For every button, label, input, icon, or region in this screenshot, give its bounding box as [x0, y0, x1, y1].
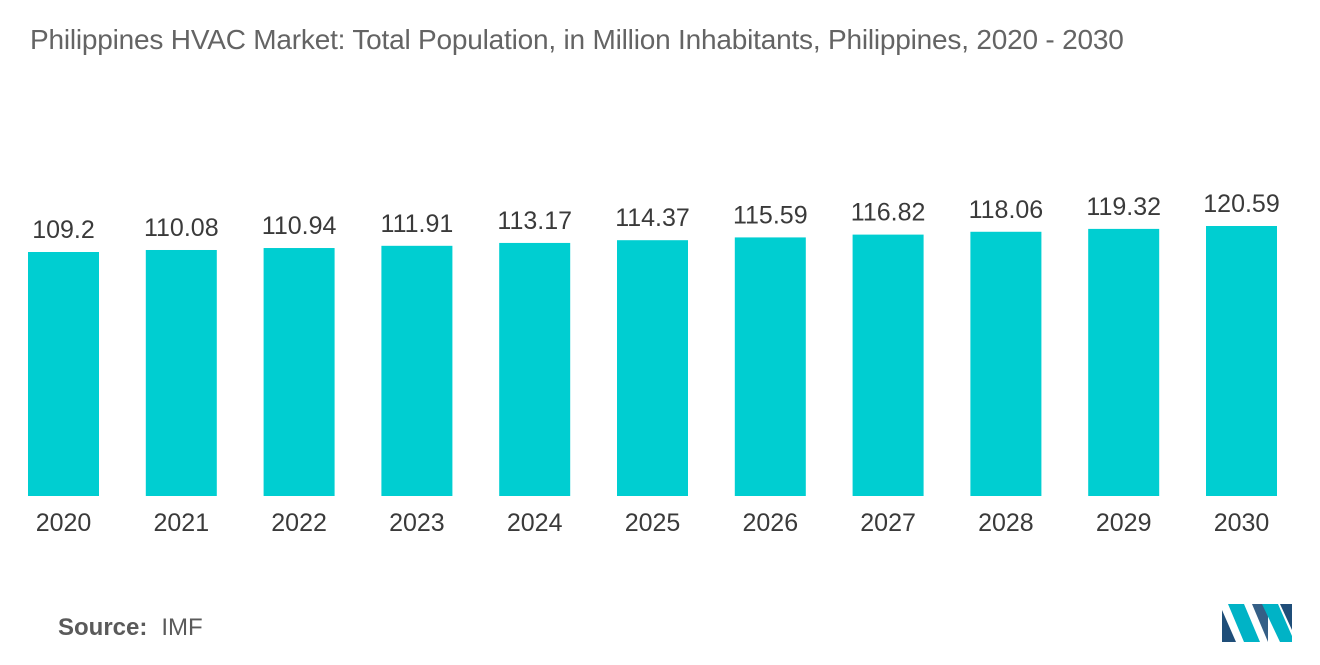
value-label-2025: 114.37 [615, 204, 690, 232]
x-tick-2026: 2026 [742, 509, 798, 537]
bar-2022 [263, 248, 335, 496]
x-tick-2028: 2028 [978, 509, 1034, 537]
x-tick-2027: 2027 [860, 509, 916, 537]
source-value: IMF [161, 614, 203, 641]
bar-2023 [381, 245, 453, 496]
value-label-2021: 110.08 [144, 214, 219, 242]
value-label-2026: 115.59 [733, 201, 808, 229]
value-label-2030: 120.59 [1203, 190, 1279, 218]
bar-2030 [1206, 226, 1277, 496]
bar-2020 [28, 252, 99, 496]
x-tick-2023: 2023 [389, 509, 445, 537]
bar-chart: 109.2 110.08 110.94 111.91 113.17 114.37 115.5… [28, 190, 1280, 537]
x-tick-2025: 2025 [625, 509, 681, 537]
bar-2029 [1088, 228, 1160, 496]
chart-title: Philippines HVAC Market: Total Populatio… [30, 24, 1124, 55]
bar-2021 [145, 249, 217, 496]
x-tick-2030: 2030 [1214, 509, 1270, 537]
value-label-2024: 113.17 [497, 207, 572, 235]
value-label-2028: 118.06 [969, 196, 1044, 224]
value-label-2020: 109.2 [32, 216, 95, 244]
x-tick-2020: 2020 [36, 509, 92, 537]
bar-2024 [499, 242, 571, 496]
source-label: Source: [58, 614, 148, 641]
x-tick-2022: 2022 [271, 509, 327, 537]
bar-2027 [852, 234, 924, 497]
x-tick-2024: 2024 [507, 509, 563, 537]
bar-2025 [617, 240, 688, 496]
x-tick-2021: 2021 [153, 509, 209, 537]
value-labels-group: 109.2 110.08 110.94 111.91 113.17 114.37 115.5… [32, 190, 1280, 244]
value-label-2029: 119.32 [1086, 193, 1161, 221]
bar-2028 [970, 231, 1042, 496]
x-axis-tick-labels: 2020 2021 2022 2023 2024 2025 2026 2027 2028 2029… [36, 509, 1270, 537]
bars-group [28, 226, 1277, 497]
value-label-2022: 110.94 [262, 212, 337, 240]
value-label-2027: 116.82 [851, 199, 926, 227]
bar-2026 [734, 237, 806, 496]
value-label-2023: 111.91 [381, 210, 454, 238]
source-note: Source: IMF [58, 614, 203, 642]
mordor-intelligence-logo-icon [1222, 604, 1292, 642]
x-tick-2029: 2029 [1096, 509, 1152, 537]
